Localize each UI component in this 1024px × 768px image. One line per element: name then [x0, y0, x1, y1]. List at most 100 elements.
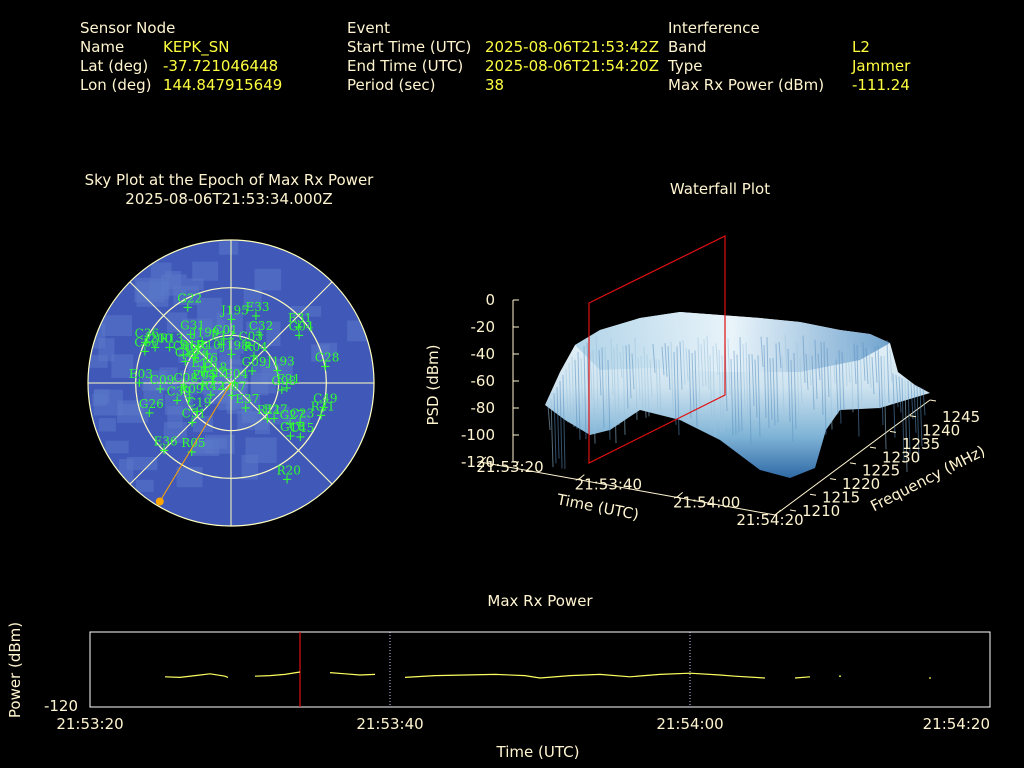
waterfall-spectral-streak	[634, 337, 638, 420]
sky-satellite: +C19	[187, 396, 211, 420]
sky-satellite: +G04	[289, 320, 314, 344]
waterfall-spectral-streak	[655, 358, 659, 411]
interference-power-label: Max Rx Power (dBm)	[668, 76, 825, 94]
waterfall-spectral-streak	[907, 380, 911, 454]
sky-satellite-label: G31	[180, 318, 205, 332]
sensor-title: Sensor Node	[80, 19, 176, 37]
sky-satellite: +G09	[242, 355, 267, 379]
sky-texture-patch	[88, 354, 108, 368]
sky-texture-patch	[254, 420, 271, 435]
sky-texture-patch	[105, 440, 129, 454]
sky-satellite: +E12	[211, 329, 235, 353]
sky-texture-patch	[311, 344, 330, 362]
sky-satellite-marker: +	[254, 328, 265, 343]
sky-satellite-marker: +	[295, 416, 306, 431]
sky-satellite-marker: +	[192, 405, 203, 420]
event-period-value: 38	[485, 76, 505, 94]
power-xlabel: Time (UTC)	[496, 743, 580, 761]
sky-satellite-marker: +	[178, 348, 189, 363]
sky-satellite: +R21	[311, 400, 335, 424]
sky-satellite-marker: +	[226, 389, 237, 404]
interference-title: Interference	[668, 19, 760, 37]
sky-satellite: +C06	[173, 339, 197, 363]
waterfall-spectral-streak	[844, 337, 848, 387]
sky-satellite-marker: +	[229, 376, 240, 391]
sky-satellite-marker: +	[140, 336, 151, 351]
waterfall-spectral-streak	[865, 347, 869, 385]
interference-type-label: Type	[668, 57, 703, 75]
sky-satellite-label: R42	[200, 379, 224, 393]
waterfall-freq-tick-label: 1245	[942, 408, 980, 426]
sky-satellite-marker: +	[164, 340, 175, 355]
sky-satellite: +R05	[181, 436, 205, 460]
sky-satellite-marker: +	[182, 300, 193, 315]
event-period-label: Period (sec)	[347, 76, 436, 94]
waterfall-spectral-streak	[754, 359, 758, 418]
sky-satellite-marker: +	[285, 417, 296, 432]
waterfall-psd-tick-label: -60	[471, 372, 496, 390]
sky-satellite: +R11	[257, 403, 281, 427]
sky-satellite: +C32	[249, 319, 273, 343]
waterfall-spectral-streak	[712, 346, 716, 437]
sky-texture-patch	[178, 348, 196, 364]
sky-satellite-marker: +	[262, 412, 273, 427]
sky-satellite-marker: +	[218, 332, 229, 347]
waterfall-spectral-streak	[904, 379, 908, 473]
sky-satellite-marker: +	[196, 365, 207, 380]
sky-satellite-marker: +	[293, 320, 304, 335]
sensor-lat-label: Lat (deg)	[80, 57, 149, 75]
waterfall-time-axis	[479, 461, 776, 516]
waterfall-spectral-streak	[877, 345, 881, 409]
sky-satellite-marker: +	[185, 327, 196, 342]
waterfall-spectral-streak	[859, 347, 863, 402]
event-start-label: Start Time (UTC)	[347, 38, 472, 56]
waterfall-spectral-streak	[685, 347, 689, 381]
sky-satellite-label: G16	[280, 420, 305, 434]
waterfall-spectral-streak	[721, 355, 725, 434]
sensor-name-label: Name	[80, 38, 125, 56]
sky-satellite: +E11	[191, 356, 215, 380]
waterfall-spectral-streak	[805, 354, 809, 390]
sky-satellite-label: G22	[177, 291, 202, 305]
sky-satellite-marker: +	[318, 401, 329, 416]
sky-satellite-marker: +	[134, 376, 145, 391]
sky-satellite-marker: +	[184, 391, 195, 406]
waterfall-spectral-streak	[895, 374, 899, 408]
sky-texture-patch	[266, 321, 281, 347]
waterfall-spectral-streak	[847, 348, 851, 383]
sky-satellite-label: R11	[257, 403, 281, 417]
waterfall-psd-tick-label: -80	[471, 399, 496, 417]
waterfall-spectral-streak	[679, 341, 683, 390]
waterfall-spectral-streak	[823, 341, 827, 435]
sky-satellite: +R10	[196, 338, 220, 362]
waterfall-freq-tick-label: 1225	[862, 462, 900, 480]
waterfall-zlabel: PSD (dBm)	[424, 344, 442, 425]
waterfall-psd-tick-label: -120	[461, 453, 495, 471]
waterfall-title: Waterfall Plot	[669, 180, 771, 198]
waterfall-spectral-streak	[718, 349, 722, 433]
waterfall-spectral-streak	[922, 388, 926, 416]
waterfall-spectral-streak	[625, 345, 629, 409]
waterfall-spectral-streak	[703, 338, 707, 387]
waterfall-spectral-streak	[589, 351, 593, 402]
sky-satellite: +C23	[290, 407, 314, 431]
waterfall-spectral-streak	[793, 352, 797, 429]
waterfall-spectral-streak	[580, 357, 584, 424]
sky-satellite-label: C45	[290, 421, 314, 435]
waterfall-spectral-streak	[664, 343, 668, 377]
sky-satellite-marker: +	[172, 394, 183, 409]
sky-texture-patch	[186, 278, 204, 291]
sensor-lon-label: Lon (deg)	[80, 76, 152, 94]
sky-satellite-marker: +	[295, 430, 306, 445]
sky-satellite-marker: +	[226, 312, 237, 327]
sky-satellite-marker: +	[187, 415, 198, 430]
waterfall-spectral-streak	[649, 359, 653, 398]
sensor-lon-value: 144.847915649	[163, 76, 283, 94]
waterfall-spectral-streak	[706, 335, 710, 390]
waterfall-freq-tick	[849, 462, 857, 465]
waterfall-spectral-streak	[667, 346, 671, 390]
sky-satellite-label: C06	[173, 339, 197, 353]
power-title: Max Rx Power	[487, 592, 593, 610]
sky-satellite: +G31	[180, 318, 205, 342]
sky-satellite: +C16	[175, 346, 199, 370]
